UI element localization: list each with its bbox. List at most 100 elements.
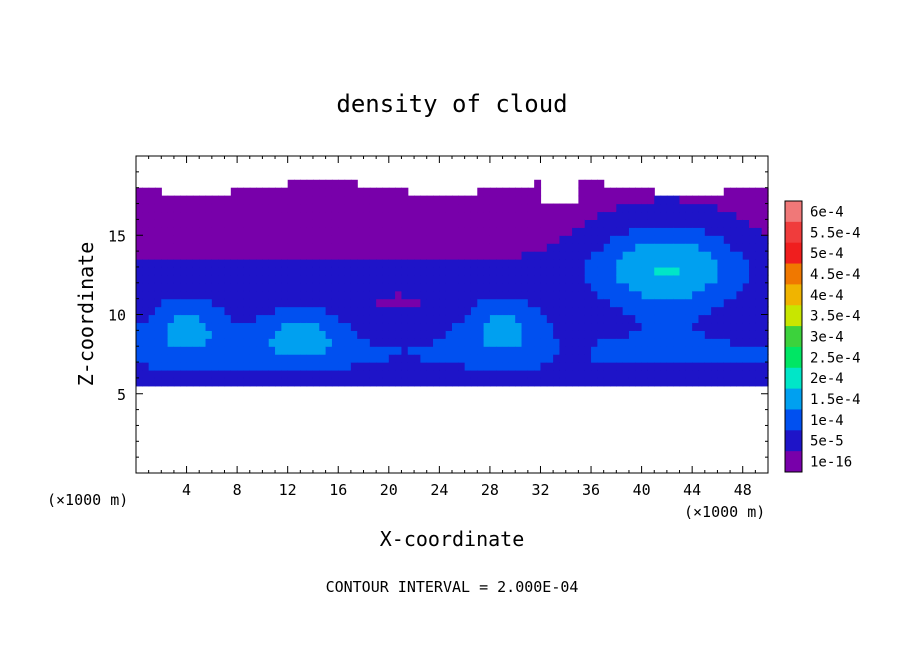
density-cell (597, 227, 605, 236)
density-cell (704, 322, 712, 331)
density-cell (338, 362, 346, 371)
density-cell (704, 251, 712, 260)
density-cell (470, 235, 478, 244)
density-cell (565, 211, 573, 220)
density-cell (350, 314, 358, 324)
density-cell (161, 195, 169, 205)
density-cell (205, 219, 213, 228)
density-cell (294, 259, 301, 268)
density-cell (565, 369, 573, 379)
density-cell (205, 259, 213, 268)
density-cell (755, 322, 763, 331)
density-cell (565, 219, 573, 228)
density-cell (704, 290, 712, 300)
density-cell (647, 338, 655, 347)
density-cell (388, 187, 396, 197)
density-cell (452, 306, 459, 316)
density-cell (433, 354, 440, 363)
density-cell (395, 362, 403, 371)
density-cell (142, 306, 150, 316)
density-cell (635, 354, 643, 363)
density-cell (628, 274, 636, 284)
density-cell (350, 211, 358, 220)
density-cell (142, 346, 150, 355)
density-cell (610, 187, 617, 197)
density-cell (761, 251, 769, 260)
density-cell (698, 330, 706, 339)
density-cell (445, 290, 453, 300)
density-cell (388, 274, 396, 284)
density-cell (294, 369, 301, 379)
density-cell (483, 203, 491, 213)
density-cell (647, 219, 655, 228)
density-cell (559, 346, 567, 355)
density-cell (167, 219, 175, 228)
density-cell (730, 362, 737, 371)
density-cell (553, 346, 561, 355)
density-cell (161, 251, 169, 260)
density-cell (685, 266, 693, 276)
density-cell (553, 354, 561, 363)
density-cell (616, 306, 624, 316)
density-cell (603, 377, 611, 387)
density-cell (572, 227, 579, 236)
density-cell (439, 259, 447, 268)
density-cell (205, 251, 213, 260)
density-cell (591, 362, 598, 371)
density-cell (704, 266, 712, 276)
colorbar-label: 1e-16 (810, 455, 852, 471)
density-cell (698, 322, 706, 331)
density-cell (730, 290, 737, 300)
density-cell (723, 298, 731, 308)
density-cell (173, 338, 181, 347)
density-cell (275, 346, 282, 355)
density-cell (287, 211, 295, 220)
density-cell (597, 377, 605, 387)
density-cell (464, 211, 472, 220)
density-cell (628, 282, 636, 292)
density-cell (331, 314, 339, 324)
density-cell (281, 354, 289, 363)
density-cell (464, 274, 472, 284)
density-cell (527, 282, 535, 292)
density-cell (521, 251, 529, 260)
density-cell (692, 306, 700, 316)
density-cell (262, 330, 270, 339)
density-cell (192, 227, 200, 236)
density-cell (458, 195, 466, 205)
density-cell (578, 266, 586, 276)
density-cell (237, 330, 245, 339)
density-cell (211, 274, 219, 284)
density-cell (679, 314, 687, 324)
density-cell (287, 251, 295, 260)
density-cell (704, 235, 712, 244)
density-cell (319, 322, 327, 331)
density-cell (635, 282, 643, 292)
density-cell (559, 259, 567, 268)
density-cell (711, 369, 719, 379)
density-cell (249, 195, 257, 205)
density-cell (439, 219, 447, 228)
density-cell (553, 227, 561, 236)
density-cell (262, 274, 270, 284)
density-cell (414, 211, 421, 220)
density-cell (192, 369, 200, 379)
density-cell (136, 298, 143, 308)
density-cell (268, 274, 276, 284)
density-cell (180, 369, 188, 379)
density-cell (673, 290, 681, 300)
density-cell (205, 290, 213, 300)
density-cell (414, 243, 421, 252)
density-cell (407, 314, 415, 324)
density-cell (357, 235, 365, 244)
density-cell (610, 195, 617, 205)
density-cell (717, 219, 725, 228)
density-cell (692, 338, 700, 347)
density-cell (761, 322, 769, 331)
density-cell (673, 259, 681, 268)
density-cell (534, 330, 542, 339)
density-cell (148, 338, 156, 347)
density-cell (306, 179, 314, 189)
density-cell (483, 211, 491, 220)
density-cell (167, 298, 175, 308)
